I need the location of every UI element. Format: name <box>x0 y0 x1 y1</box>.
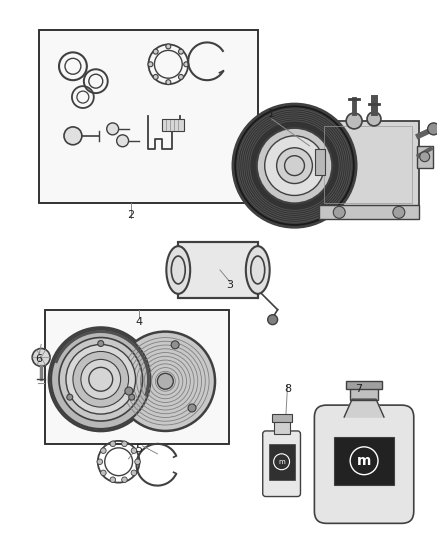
Ellipse shape <box>246 246 270 294</box>
Circle shape <box>277 148 312 183</box>
Circle shape <box>125 387 133 395</box>
Circle shape <box>233 104 356 227</box>
Circle shape <box>131 470 137 475</box>
Polygon shape <box>344 399 384 417</box>
Text: 8: 8 <box>284 384 291 394</box>
Circle shape <box>393 206 405 219</box>
Text: 5: 5 <box>135 444 142 454</box>
Circle shape <box>110 477 116 482</box>
Text: 4: 4 <box>135 317 142 327</box>
Circle shape <box>131 448 137 454</box>
Circle shape <box>129 394 135 400</box>
Text: 7: 7 <box>356 384 363 394</box>
Circle shape <box>107 123 119 135</box>
Circle shape <box>97 459 102 465</box>
Bar <box>178 242 258 298</box>
Circle shape <box>420 152 430 161</box>
Circle shape <box>427 123 438 135</box>
Bar <box>334 437 394 484</box>
Circle shape <box>116 332 215 431</box>
Bar <box>274 420 290 434</box>
Bar <box>178 242 258 298</box>
Circle shape <box>49 328 152 431</box>
Circle shape <box>110 441 116 447</box>
Bar <box>39 29 258 204</box>
Bar <box>45 310 229 444</box>
Circle shape <box>59 337 142 421</box>
Circle shape <box>64 127 82 145</box>
Bar <box>45 310 229 444</box>
Circle shape <box>122 441 127 447</box>
Bar <box>315 149 325 175</box>
Circle shape <box>153 49 158 54</box>
Bar <box>350 387 378 400</box>
Circle shape <box>122 477 127 482</box>
Circle shape <box>157 373 173 389</box>
Circle shape <box>184 62 189 67</box>
Circle shape <box>51 329 150 429</box>
Circle shape <box>67 394 73 400</box>
Circle shape <box>367 112 381 126</box>
Circle shape <box>188 404 196 412</box>
Circle shape <box>179 49 184 54</box>
Bar <box>162 119 184 131</box>
Circle shape <box>117 135 129 147</box>
Bar <box>319 121 419 211</box>
Circle shape <box>101 448 106 454</box>
Text: 1: 1 <box>268 109 275 119</box>
Circle shape <box>346 113 362 129</box>
Ellipse shape <box>166 246 190 294</box>
Text: 3: 3 <box>226 280 233 290</box>
Circle shape <box>81 359 120 399</box>
Circle shape <box>32 349 50 366</box>
Circle shape <box>135 459 140 465</box>
Circle shape <box>179 75 184 79</box>
Text: 6: 6 <box>35 354 42 365</box>
FancyBboxPatch shape <box>314 405 414 523</box>
Circle shape <box>237 108 352 223</box>
Circle shape <box>166 80 171 85</box>
Bar <box>319 205 419 219</box>
Bar <box>39 29 258 204</box>
Text: 2: 2 <box>127 211 134 220</box>
Circle shape <box>171 341 179 349</box>
FancyBboxPatch shape <box>263 431 300 497</box>
Circle shape <box>101 470 106 475</box>
Bar <box>272 414 292 422</box>
Bar <box>346 381 382 389</box>
Circle shape <box>98 341 104 346</box>
Circle shape <box>265 136 324 196</box>
Bar <box>268 444 294 480</box>
Text: m: m <box>278 459 285 465</box>
Circle shape <box>333 206 345 219</box>
Circle shape <box>66 344 135 414</box>
Bar <box>417 146 433 168</box>
Circle shape <box>268 314 278 325</box>
Bar <box>324 126 412 204</box>
Circle shape <box>73 351 129 407</box>
Circle shape <box>153 75 158 79</box>
Circle shape <box>148 62 153 67</box>
Circle shape <box>257 128 332 204</box>
Circle shape <box>166 44 171 49</box>
Text: m: m <box>357 454 371 468</box>
